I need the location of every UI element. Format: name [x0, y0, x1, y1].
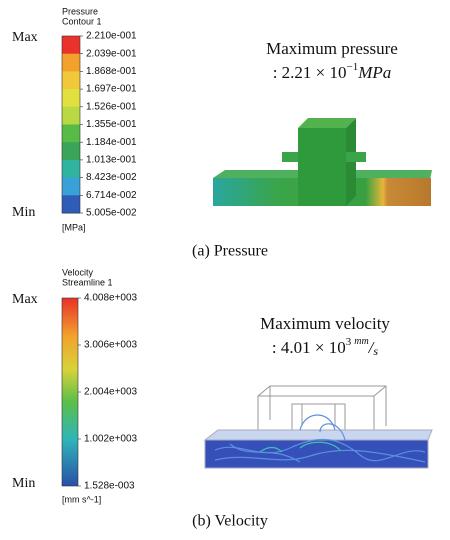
colorbar-gradient — [62, 298, 78, 486]
colorbar: 4.008e+003 3.006e+003 2.004e+003 1.002e+003… — [62, 293, 138, 492]
colorbar-segment — [62, 107, 80, 125]
tower-flange — [346, 152, 366, 162]
colorbar-tick-label: 6.714e-002 — [86, 190, 137, 201]
colorbar-tick-label: 1.355e-001 — [86, 119, 137, 130]
colorbar-tick-label: 1.002e+003 — [84, 434, 138, 445]
channel-top — [205, 430, 432, 440]
colorbar-segment — [62, 36, 80, 54]
colorbar-segment — [62, 160, 80, 178]
max-label: Max — [12, 30, 38, 45]
colorbar-segment — [62, 71, 80, 89]
legend-unit: [mm s^-1] — [62, 494, 101, 504]
colorbar-tick-label: 1.868e-001 — [86, 66, 137, 77]
caption: (b) Velocity — [192, 513, 268, 530]
legend-unit: [MPa] — [62, 222, 86, 232]
outline — [292, 404, 345, 432]
annotation-prefix: : 2.21 × 10 — [273, 63, 347, 82]
pressure-model — [213, 118, 432, 206]
colorbar-segment — [62, 178, 80, 196]
colorbar-segment — [62, 125, 80, 143]
legend-title: Velocity — [62, 267, 94, 277]
annotation-value: : 2.21 × 10−1MPa — [273, 61, 392, 82]
colorbar: 2.210e-001 2.039e-001 1.868e-001 1.697e-001… — [62, 31, 137, 219]
annotation-title: Maximum pressure — [266, 39, 398, 58]
tower-top — [298, 118, 356, 128]
colorbar-segment — [62, 54, 80, 72]
annotation-exponent: 3 — [346, 336, 352, 348]
colorbar-tick-label: 2.039e-001 — [86, 48, 137, 59]
legend-subtitle: Streamline 1 — [62, 277, 113, 287]
colorbar-tick-label: 1.013e-001 — [86, 155, 137, 166]
legend-title: Pressure — [62, 6, 98, 16]
colorbar-tick-label: 1.526e-001 — [86, 101, 137, 112]
colorbar-segment — [62, 89, 80, 107]
caption: (a) Pressure — [192, 243, 268, 260]
annotation-unit-numerator: mm — [354, 336, 368, 347]
colorbar-tick-label: 1.184e-001 — [86, 137, 137, 148]
colorbar-tick-label: 4.008e+003 — [84, 293, 138, 304]
outline — [258, 386, 386, 432]
colorbar-tick-label: 1.697e-001 — [86, 84, 137, 95]
legend-subtitle: Contour 1 — [62, 16, 102, 26]
tower-front — [298, 128, 346, 206]
colorbar-tick-label: 1.528e-003 — [84, 481, 135, 492]
min-label: Min — [12, 476, 35, 491]
colorbar-segment — [62, 195, 80, 213]
colorbar-tick-label: 5.005e-002 — [86, 208, 137, 219]
annotation-exponent: −1 — [347, 61, 359, 73]
figure: Pressure Contour 1 2.210e-001 2.039e-001 1… — [0, 0, 450, 540]
colorbar-tick-label: 2.004e+003 — [84, 387, 138, 398]
colorbar-tick-label: 8.423e-002 — [86, 172, 137, 183]
annotation-unit: MPa — [357, 63, 391, 82]
colorbar-tick-label: 3.006e+003 — [84, 340, 138, 351]
annotation-title: Maximum velocity — [260, 314, 390, 333]
tower-flange — [282, 152, 298, 162]
max-label: Max — [12, 292, 38, 307]
min-label: Min — [12, 205, 35, 220]
annotation-prefix: : 4.01 × 10 — [272, 338, 346, 357]
colorbar-tick-label: 2.210e-001 — [86, 31, 137, 42]
colorbar-segment — [62, 142, 80, 160]
annotation-unit-denominator: s — [373, 344, 378, 358]
velocity-model — [205, 386, 432, 468]
